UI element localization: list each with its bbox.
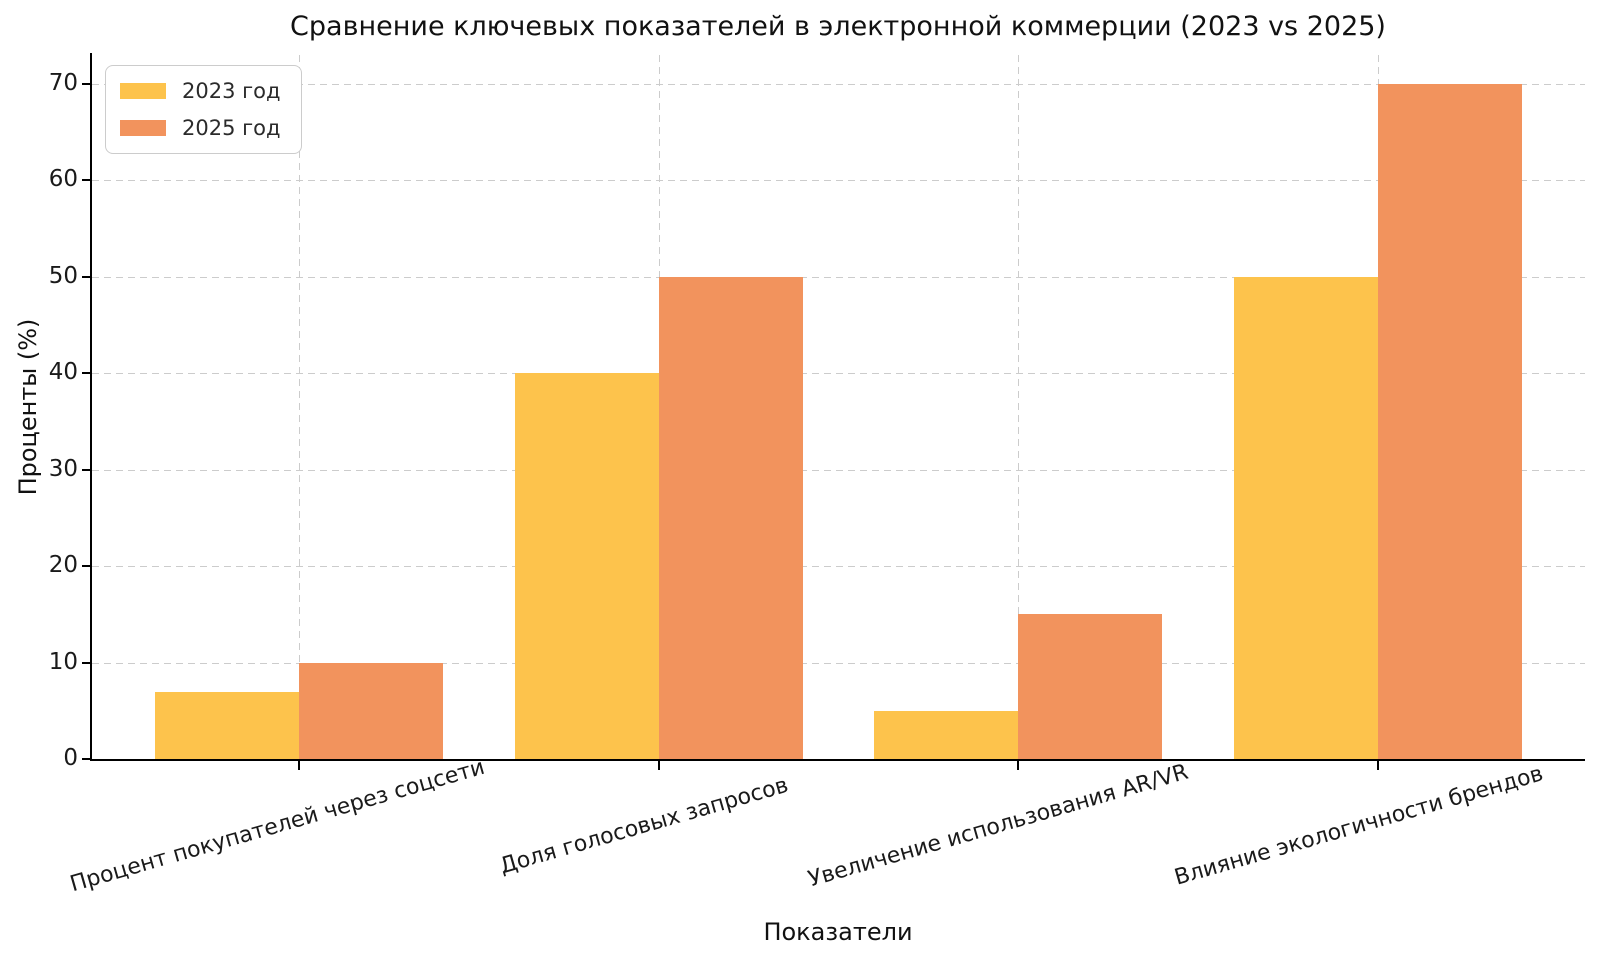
chart-title: Сравнение ключевых показателей в электро… bbox=[290, 11, 1386, 42]
legend-label-0: 2023 год bbox=[182, 79, 281, 103]
y-tick-label-40: 40 bbox=[48, 359, 78, 386]
category-label-3: Влияние экологичности брендов bbox=[1171, 761, 1547, 891]
gridline-y-10 bbox=[92, 662, 1585, 664]
y-tick-mark-20 bbox=[82, 565, 91, 568]
legend-swatch-icon bbox=[120, 120, 166, 136]
bar-2025-год-3 bbox=[1378, 83, 1523, 759]
y-tick-label-20: 20 bbox=[48, 552, 78, 579]
gridline-y-30 bbox=[92, 469, 1585, 471]
y-tick-mark-0 bbox=[82, 758, 91, 760]
legend-swatch-icon bbox=[120, 83, 166, 99]
legend-item-1: 2025 год bbox=[120, 116, 281, 140]
gridline-y-50 bbox=[92, 276, 1585, 278]
bar-2023-год-1 bbox=[514, 373, 659, 759]
x-axis-label: Показатели bbox=[763, 918, 913, 946]
gridline-y-20 bbox=[92, 566, 1585, 568]
bar-2025-год-2 bbox=[1018, 614, 1163, 759]
x-tick-mark-1 bbox=[657, 761, 660, 770]
y-tick-label-30: 30 bbox=[48, 455, 78, 482]
legend: 2023 год 2025 год bbox=[105, 65, 302, 154]
y-tick-label-10: 10 bbox=[48, 648, 78, 675]
legend-label-1: 2025 год bbox=[182, 116, 281, 140]
y-tick-label-50: 50 bbox=[48, 262, 78, 289]
x-tick-mark-2 bbox=[1017, 761, 1020, 770]
bar-2025-год-0 bbox=[298, 662, 443, 759]
bar-2023-год-2 bbox=[874, 710, 1019, 759]
y-tick-mark-50 bbox=[82, 275, 91, 278]
y-axis-spine bbox=[90, 53, 92, 761]
plot-area bbox=[92, 55, 1585, 759]
x-tick-mark-3 bbox=[1377, 761, 1380, 770]
category-label-2: Увеличение использования AR/VR bbox=[805, 759, 1192, 893]
legend-item-0: 2023 год bbox=[120, 79, 281, 103]
y-tick-mark-60 bbox=[82, 179, 91, 182]
bar-2025-год-1 bbox=[658, 276, 803, 759]
gridline-y-70 bbox=[92, 83, 1585, 85]
gridline-x-2 bbox=[1018, 55, 1020, 759]
bar-2023-год-0 bbox=[154, 691, 299, 759]
category-label-1: Доля голосовых запросов bbox=[496, 772, 791, 880]
x-axis-spine bbox=[90, 759, 1585, 761]
y-tick-label-70: 70 bbox=[48, 69, 78, 96]
x-tick-mark-0 bbox=[297, 761, 300, 770]
y-tick-label-60: 60 bbox=[48, 166, 78, 193]
y-tick-label-0: 0 bbox=[63, 745, 78, 771]
y-tick-mark-40 bbox=[82, 372, 91, 375]
y-tick-mark-30 bbox=[82, 468, 91, 471]
y-tick-mark-10 bbox=[82, 661, 91, 664]
gridline-y-40 bbox=[92, 373, 1585, 375]
y-tick-mark-70 bbox=[82, 82, 91, 85]
category-label-0: Процент покупателей через соцсети bbox=[67, 754, 488, 898]
gridline-x-0 bbox=[298, 55, 300, 759]
bar-2023-год-3 bbox=[1234, 276, 1379, 759]
gridline-y-60 bbox=[92, 180, 1585, 182]
